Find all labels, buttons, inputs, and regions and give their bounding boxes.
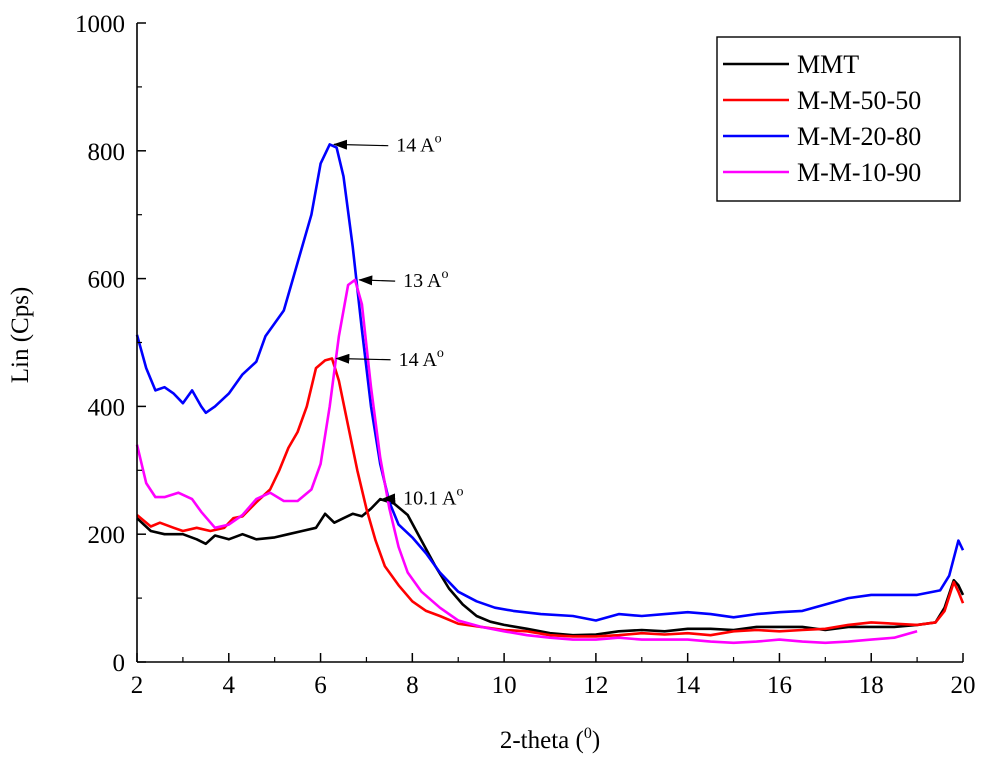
legend: MMT M-M-50-50 M-M-20-80 M-M-10-90 — [716, 36, 961, 202]
x-tick-label-6: 6 — [314, 672, 327, 699]
x-axis-label-text: 2-theta ( — [500, 727, 584, 754]
annotation-arrow-4 — [381, 493, 396, 504]
series-line-3 — [135, 143, 965, 622]
x-tick-label-20: 20 — [951, 672, 976, 699]
x-tick-label-12: 12 — [583, 672, 608, 699]
annotation-label-4: 10.1 Ao — [403, 484, 463, 509]
annotation-label-2: 13 Ao — [403, 267, 448, 292]
annotation-label-1: 14 Ao — [396, 132, 441, 157]
legend-label-2: M-M-50-50 — [797, 86, 921, 115]
x-tick-label-4: 4 — [223, 672, 236, 699]
x-tick-label-14: 14 — [675, 672, 701, 699]
x-tick-label-16: 16 — [767, 672, 792, 699]
y-tick-label-0: 0 — [113, 650, 126, 677]
x-axis-label-superscript: 0 — [584, 725, 592, 742]
annotation-layer: 14 Ao 13 Ao 14 Ao 10.1 Ao — [333, 132, 463, 509]
x-tick-label-18: 18 — [859, 672, 884, 699]
series-line-1 — [136, 497, 965, 637]
y-tick-label-400: 400 — [88, 394, 126, 421]
x-tick-label-10: 10 — [492, 672, 517, 699]
series-layer — [135, 143, 965, 645]
x-tick-label-8: 8 — [406, 672, 419, 699]
annotation-arrow-1 — [333, 139, 389, 150]
legend-label-3: M-M-20-80 — [797, 122, 921, 151]
x-axis-label-end: ) — [592, 727, 600, 754]
x-tick-label-2: 2 — [131, 672, 144, 699]
y-tick-label-1000: 1000 — [75, 11, 125, 38]
annotation-label-3: 14 Ao — [399, 346, 444, 371]
x-axis-label: 2-theta (0) — [500, 725, 600, 754]
series-line-4 — [135, 278, 918, 645]
legend-label-1: MMT — [797, 50, 859, 79]
y-tick-label-200: 200 — [88, 522, 126, 549]
annotation-arrow-3 — [335, 353, 391, 364]
y-tick-label-600: 600 — [88, 267, 126, 294]
y-axis-label: Lin (Cps) — [7, 287, 34, 384]
y-tick-label-800: 800 — [88, 139, 126, 166]
legend-label-4: M-M-10-90 — [797, 158, 921, 187]
annotation-arrow-2 — [358, 275, 396, 286]
